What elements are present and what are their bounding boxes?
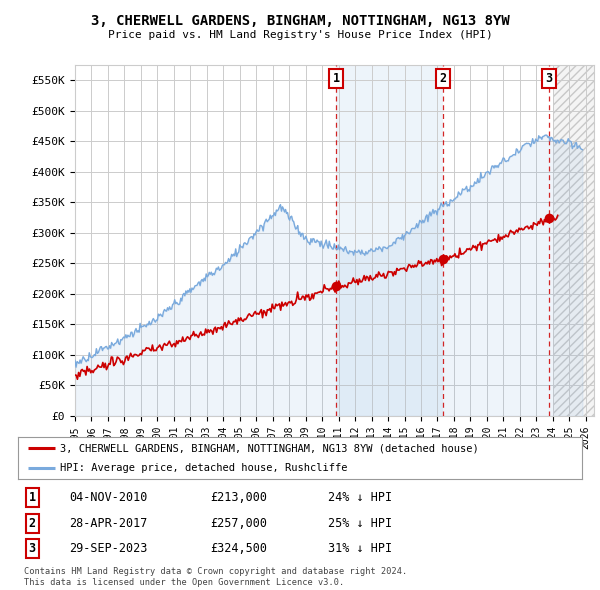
Text: 1: 1	[332, 72, 340, 85]
Text: 2: 2	[29, 517, 35, 530]
Text: £324,500: £324,500	[210, 542, 267, 555]
Text: 25% ↓ HPI: 25% ↓ HPI	[328, 517, 392, 530]
Text: 3, CHERWELL GARDENS, BINGHAM, NOTTINGHAM, NG13 8YW (detached house): 3, CHERWELL GARDENS, BINGHAM, NOTTINGHAM…	[60, 443, 479, 453]
Text: 2: 2	[439, 72, 446, 85]
Bar	[336, 65, 443, 416]
Text: 1: 1	[29, 491, 35, 504]
Bar	[553, 65, 594, 416]
Text: Price paid vs. HM Land Registry's House Price Index (HPI): Price paid vs. HM Land Registry's House …	[107, 31, 493, 40]
Text: 31% ↓ HPI: 31% ↓ HPI	[328, 542, 392, 555]
Text: 3, CHERWELL GARDENS, BINGHAM, NOTTINGHAM, NG13 8YW: 3, CHERWELL GARDENS, BINGHAM, NOTTINGHAM…	[91, 14, 509, 28]
Bar	[553, 65, 594, 416]
Text: Contains HM Land Registry data © Crown copyright and database right 2024.
This d: Contains HM Land Registry data © Crown c…	[24, 568, 407, 586]
Text: 3: 3	[29, 542, 35, 555]
Text: HPI: Average price, detached house, Rushcliffe: HPI: Average price, detached house, Rush…	[60, 463, 348, 473]
Text: 04-NOV-2010: 04-NOV-2010	[69, 491, 147, 504]
Text: 29-SEP-2023: 29-SEP-2023	[69, 542, 147, 555]
Text: 24% ↓ HPI: 24% ↓ HPI	[328, 491, 392, 504]
Text: £213,000: £213,000	[210, 491, 267, 504]
Text: 3: 3	[545, 72, 552, 85]
Text: £257,000: £257,000	[210, 517, 267, 530]
Text: 28-APR-2017: 28-APR-2017	[69, 517, 147, 530]
